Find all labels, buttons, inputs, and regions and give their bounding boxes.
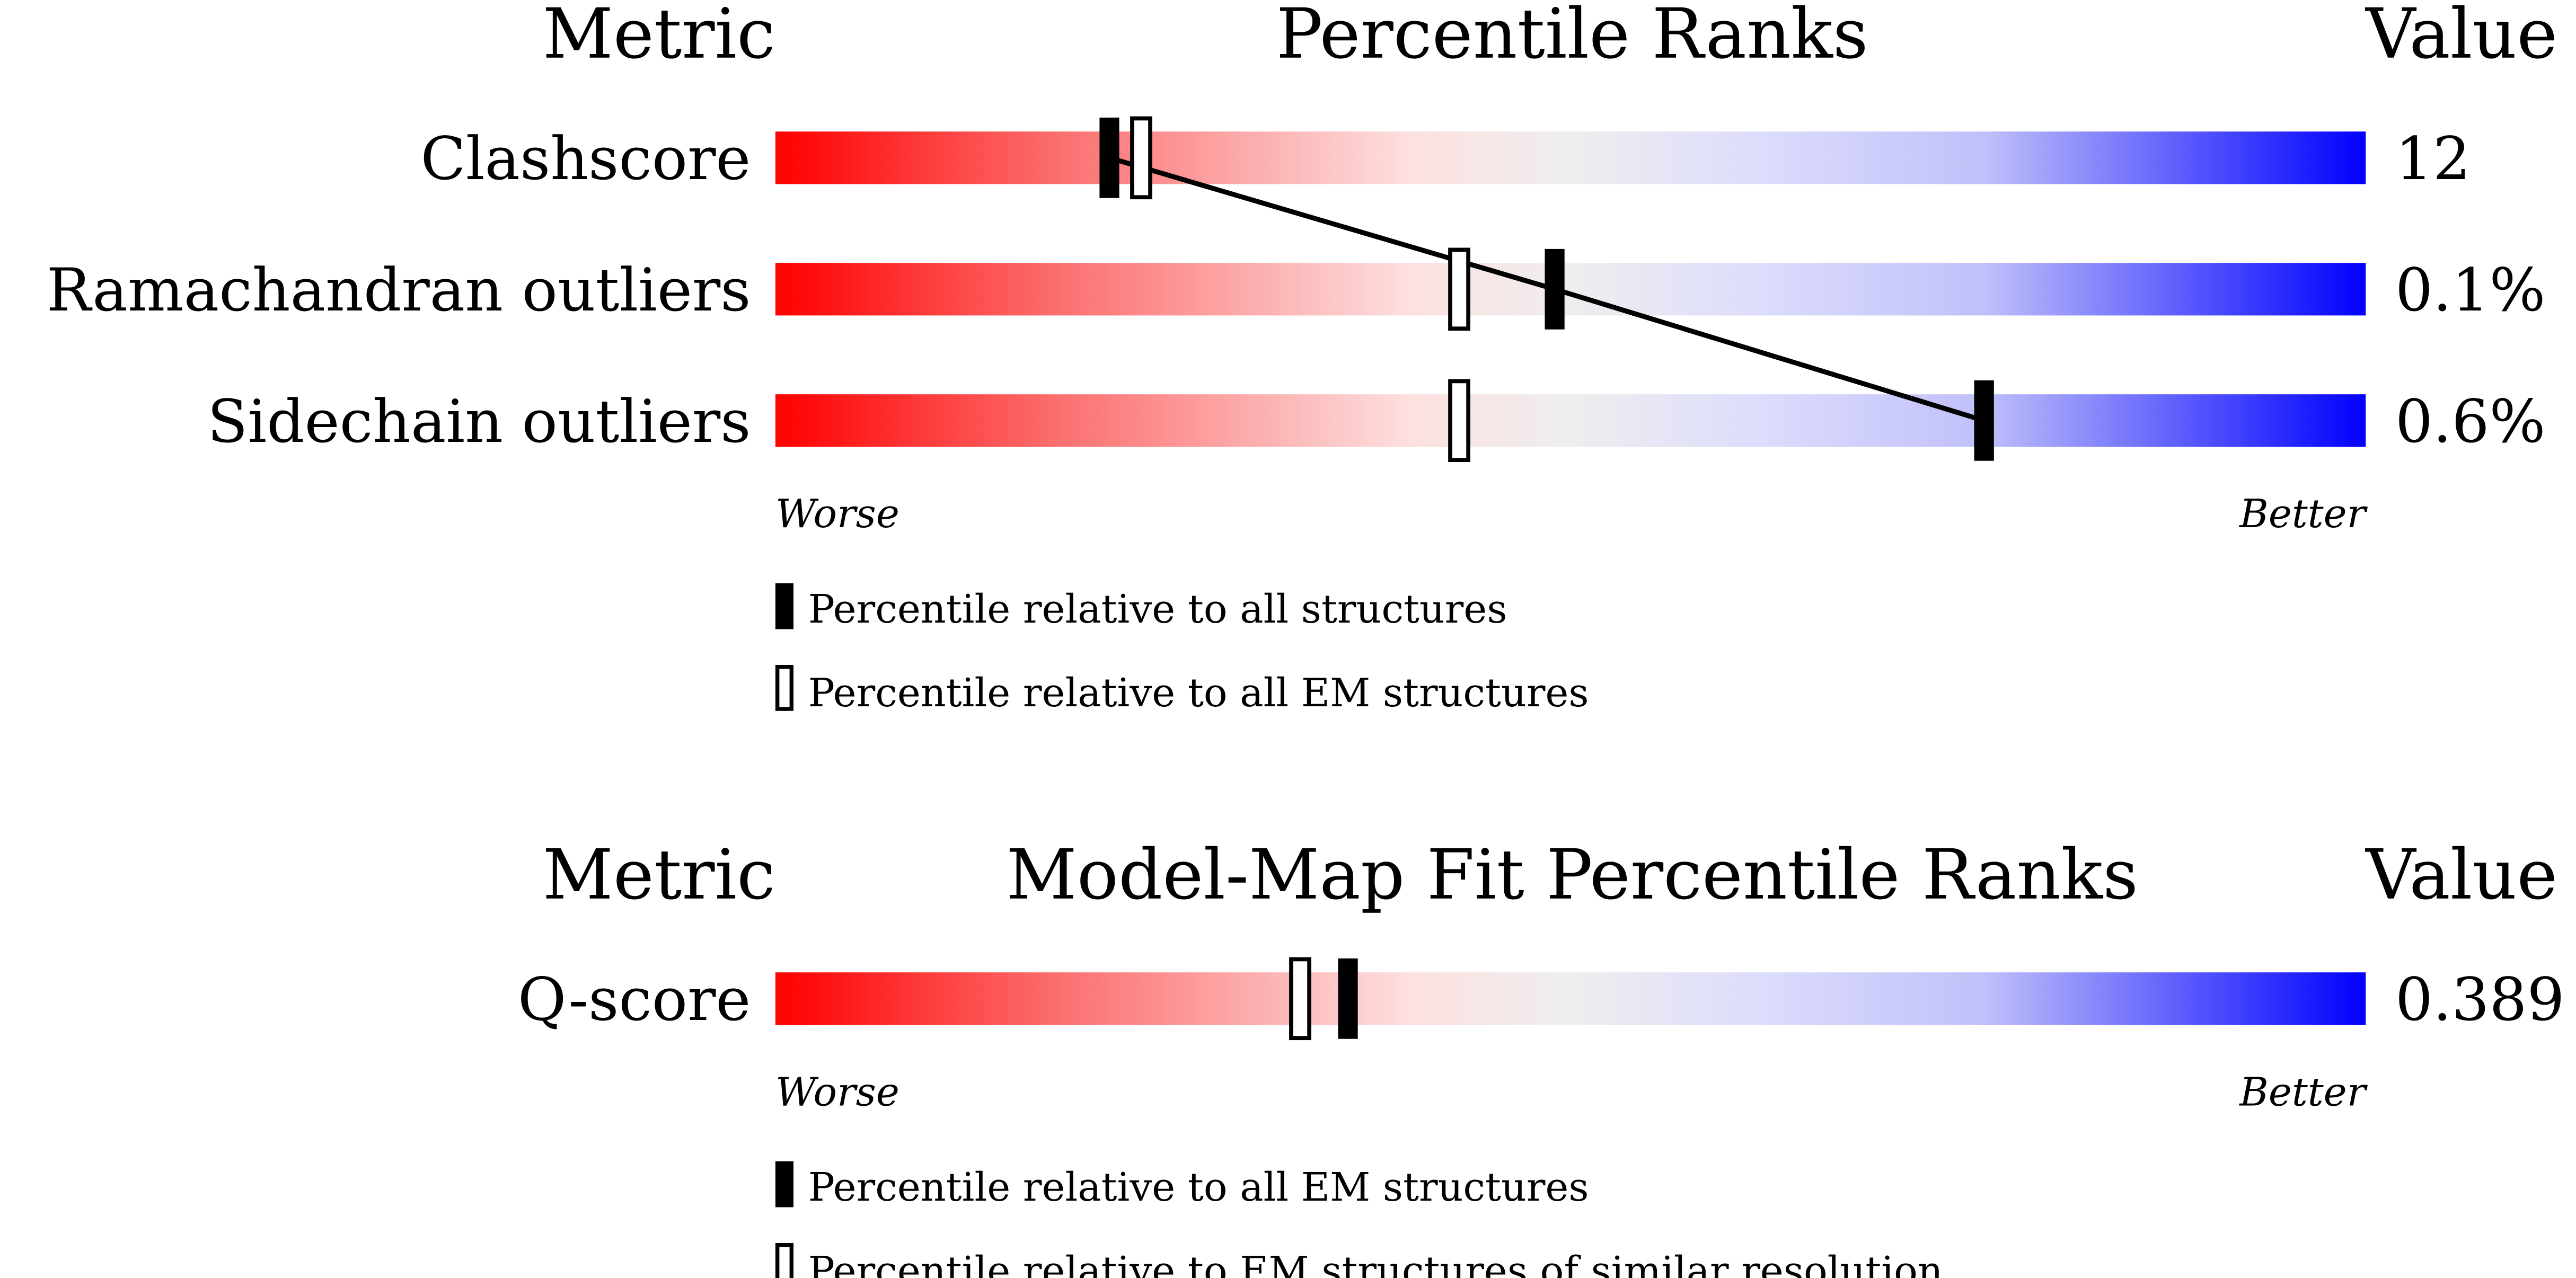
percentile-marker-filled [1545, 248, 1565, 330]
percentile-marker-open [1448, 379, 1471, 463]
gradient-bar [775, 972, 2366, 1025]
legend-label: Percentile relative to all EM structures [808, 670, 1589, 716]
chart-title: Percentile Ranks [1276, 0, 1868, 74]
metric-label: Q-score [518, 965, 751, 1034]
legend-marker [775, 1242, 794, 1278]
legend-label: Percentile relative to EM structures of … [808, 1248, 1943, 1278]
value-label: 12 [2395, 125, 2471, 193]
metric-label: Clashscore [420, 125, 751, 193]
percentile-marker-open [1448, 247, 1471, 331]
legend-label: Percentile relative to all EM structures [808, 1164, 1589, 1210]
gradient-bar [775, 394, 2366, 447]
value-label: 0.1% [2395, 256, 2545, 325]
value-label: 0.389 [2395, 965, 2564, 1034]
percentile-marker-filled [1099, 117, 1119, 198]
gradient-bar [775, 131, 2366, 184]
metric-header: Metric [543, 0, 775, 74]
value-header: Value [2365, 0, 2557, 74]
percentile-marker-filled [1974, 380, 1994, 461]
metric-header: Metric [543, 835, 775, 915]
chart-title: Model-Map Fit Percentile Ranks [1006, 835, 2138, 915]
legend-marker [775, 1161, 794, 1208]
metric-label: Sidechain outliers [207, 387, 751, 456]
value-label: 0.6% [2395, 387, 2545, 456]
legend-marker [775, 583, 794, 629]
better-label: Better [2238, 1069, 2368, 1115]
worse-label: Worse [775, 1069, 899, 1115]
value-header: Value [2365, 835, 2557, 915]
gradient-bar [775, 263, 2366, 316]
worse-label: Worse [775, 491, 899, 537]
percentile-marker-open [1130, 116, 1152, 200]
percentile-marker-open [1289, 957, 1311, 1041]
better-label: Better [2238, 491, 2368, 537]
legend-marker [775, 664, 794, 711]
percentile-marker-filled [1338, 958, 1358, 1039]
metric-label: Ramachandran outliers [47, 256, 751, 325]
legend-label: Percentile relative to all structures [808, 586, 1507, 632]
